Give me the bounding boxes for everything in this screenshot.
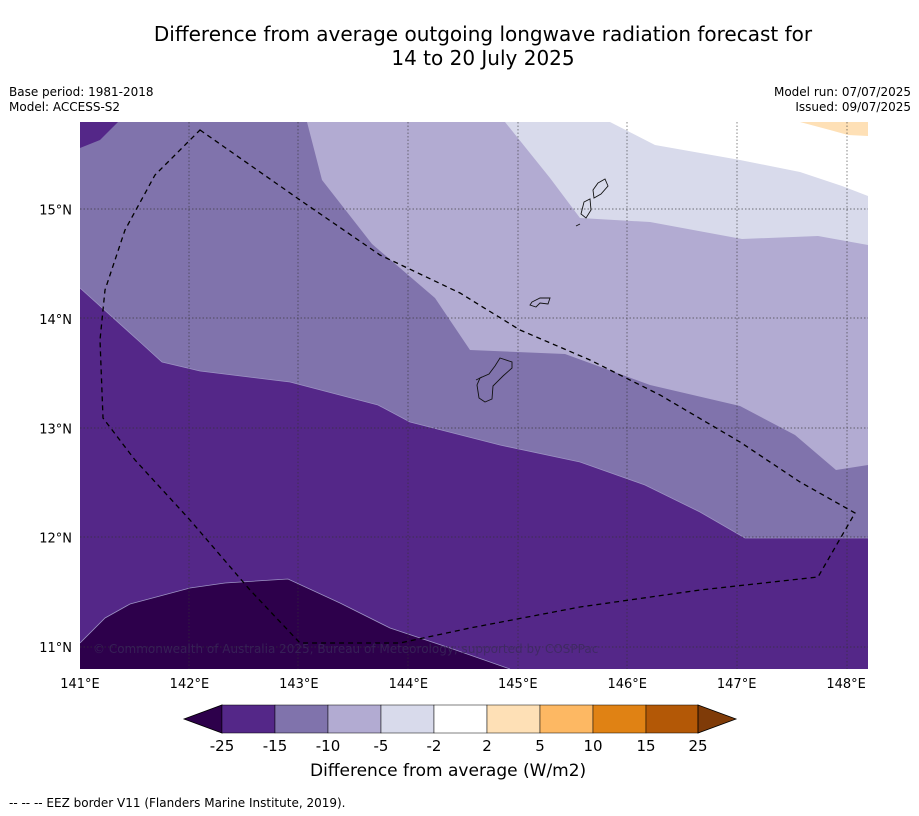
lon-label: 147°E [717, 677, 757, 692]
colorbar-band-5 [433, 704, 488, 734]
anomaly-field: © Commonwealth of Australia 2025, Bureau… [80, 122, 868, 669]
colorbar-tick-label: 5 [535, 737, 545, 755]
band-outline-2 [80, 578, 511, 669]
colorbar-over-arrow [697, 704, 738, 734]
guam-outline [476, 357, 513, 403]
lon-label: 144°E [389, 677, 429, 692]
colorbar: -25 -15 -10 -5 -2 2 5 10 15 25 [182, 704, 738, 755]
eez-footnote: -- -- -- EEZ border V11 (Flanders Marine… [9, 796, 346, 810]
meta-left: Base period: 1981-2018 Model: ACCESS-S2 [9, 85, 154, 115]
model-label: Model: ACCESS-S2 [9, 100, 121, 114]
saipan-outline [592, 178, 609, 199]
copyright-notice: © Commonwealth of Australia 2025, Bureau… [93, 642, 598, 656]
lat-label: 15°N [39, 204, 72, 219]
colorbar-band-2 [274, 704, 329, 734]
chart-title: Difference from average outgoing longwav… [0, 22, 919, 70]
band-minus-2-to-2 [610, 122, 868, 196]
lon-label: 145°E [498, 677, 538, 692]
lon-label: 143°E [279, 677, 319, 692]
graticule [80, 122, 868, 669]
guam-tip [475, 376, 483, 381]
title-line-1: Difference from average outgoing longwav… [153, 22, 813, 46]
meta-right: Model run: 07/07/2025 Issued: 09/07/2025 [774, 85, 911, 115]
eez-border [99, 129, 856, 644]
colorbar-tick-label: -2 [427, 737, 442, 755]
colorbar-tick-label: 10 [583, 737, 602, 755]
colorbar-band-4 [380, 704, 435, 734]
tinian-outline [580, 198, 592, 219]
colorbar-ticks: -25 -15 -10 -5 -2 2 5 10 15 25 [210, 737, 708, 755]
colorbar-band-9 [645, 704, 699, 734]
colorbar-tick-label: -10 [316, 737, 341, 755]
colorbar-band-1 [221, 704, 276, 734]
model-run-label: Model run: 07/07/2025 [773, 85, 911, 99]
colorbar-under-arrow [182, 704, 223, 734]
latitude-labels: 15°N 14°N 13°N 12°N 11°N [39, 204, 72, 657]
colorbar-band-6 [486, 704, 541, 734]
band-below-minus-25 [80, 579, 510, 669]
base-period-label: Base period: 1981-2018 [9, 85, 154, 99]
lat-label: 13°N [39, 422, 72, 437]
colorbar-tick-label: 15 [636, 737, 655, 755]
colorbar-tick-label: 2 [482, 737, 492, 755]
lon-label: 148°E [826, 677, 866, 692]
colorbar-band-3 [327, 704, 382, 734]
colorbar-title: Difference from average (W/m2) [310, 761, 587, 781]
colorbar-band-8 [592, 704, 647, 734]
band-2-to-5 [800, 122, 868, 136]
aguijan-outline [575, 223, 581, 227]
island-outlines [475, 178, 609, 403]
title-line-2: 14 to 20 July 2025 [391, 46, 575, 70]
lat-label: 14°N [39, 313, 72, 328]
longitude-labels: 141°E 142°E 143°E 144°E 145°E 146°E 147°E 148°E [60, 677, 866, 692]
lon-label: 146°E [607, 677, 647, 692]
band-outline-1 [80, 287, 868, 539]
colorbar-tick-label: 25 [688, 737, 707, 755]
colorbar-tick-label: -5 [374, 737, 389, 755]
issued-label: Issued: 09/07/2025 [795, 100, 911, 114]
colorbar-tick-label: -15 [263, 737, 288, 755]
colorbar-band-7 [539, 704, 594, 734]
lon-label: 142°E [170, 677, 210, 692]
colorbar-tick-label: -25 [210, 737, 235, 755]
lon-label: 141°E [60, 677, 100, 692]
lat-label: 12°N [39, 532, 72, 547]
rota-outline [529, 297, 551, 308]
lat-label: 11°N [39, 641, 72, 656]
